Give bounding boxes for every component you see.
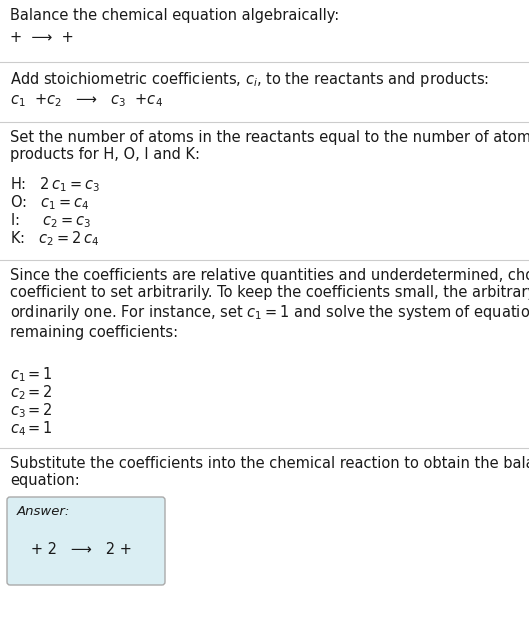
Text: Answer:: Answer: <box>17 505 70 518</box>
Text: Balance the chemical equation algebraically:: Balance the chemical equation algebraica… <box>10 8 339 23</box>
Text: Set the number of atoms in the reactants equal to the number of atoms in the
pro: Set the number of atoms in the reactants… <box>10 130 529 163</box>
Text: H:   $2\,c_1 = c_3$: H: $2\,c_1 = c_3$ <box>10 175 100 194</box>
Text: Since the coefficients are relative quantities and underdetermined, choose a
coe: Since the coefficients are relative quan… <box>10 268 529 340</box>
Text: $c_3 = 2$: $c_3 = 2$ <box>10 401 53 420</box>
FancyBboxPatch shape <box>7 497 165 585</box>
Text: O:   $c_1 = c_4$: O: $c_1 = c_4$ <box>10 193 89 212</box>
Text: $c_2 = 2$: $c_2 = 2$ <box>10 383 53 402</box>
Text: I:     $c_2 = c_3$: I: $c_2 = c_3$ <box>10 211 91 230</box>
Text: Add stoichiometric coefficients, $c_i$, to the reactants and products:: Add stoichiometric coefficients, $c_i$, … <box>10 70 489 89</box>
Text: K:   $c_2 = 2\,c_4$: K: $c_2 = 2\,c_4$ <box>10 229 99 248</box>
Text: +  ⟶  +: + ⟶ + <box>10 30 74 45</box>
Text: $c_1 = 1$: $c_1 = 1$ <box>10 365 53 384</box>
Text: $c_1$  +$c_2$   ⟶   $c_3$  +$c_4$: $c_1$ +$c_2$ ⟶ $c_3$ +$c_4$ <box>10 92 163 108</box>
Text: Substitute the coefficients into the chemical reaction to obtain the balanced
eq: Substitute the coefficients into the che… <box>10 456 529 488</box>
Text: + 2   ⟶   2 +: + 2 ⟶ 2 + <box>17 542 132 557</box>
Text: $c_4 = 1$: $c_4 = 1$ <box>10 419 53 438</box>
